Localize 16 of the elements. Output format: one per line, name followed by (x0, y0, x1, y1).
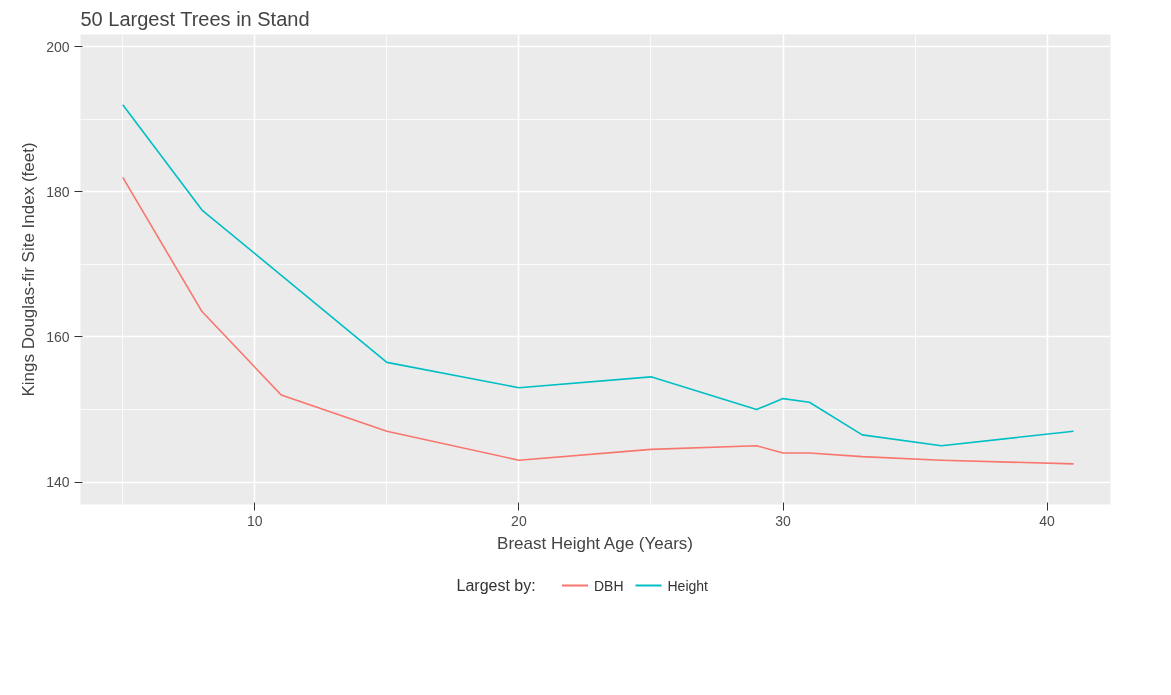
y-tick-label: 160 (46, 328, 70, 345)
y-axis-title: Kings Douglas-fir Site Index (feet) (19, 142, 39, 397)
legend-title: Largest by: (456, 577, 536, 594)
y-tick-label: 180 (46, 183, 70, 200)
x-tick-label: 20 (511, 512, 527, 529)
legend-label: DBH (594, 577, 624, 594)
line-series (121, 104, 1075, 447)
chart-title: 50 Largest Trees in Stand (80, 7, 310, 30)
x-tick-label: 10 (247, 512, 263, 529)
legend-label: Height (667, 577, 709, 594)
y-tick-label: 200 (46, 38, 70, 55)
x-tick-label: 30 (775, 512, 792, 529)
line-series (121, 176, 1075, 465)
y-tick-label: 140 (46, 474, 70, 491)
x-tick-label: 40 (1039, 512, 1056, 529)
x-axis-title: Breast Height Age (Years) (497, 533, 694, 553)
